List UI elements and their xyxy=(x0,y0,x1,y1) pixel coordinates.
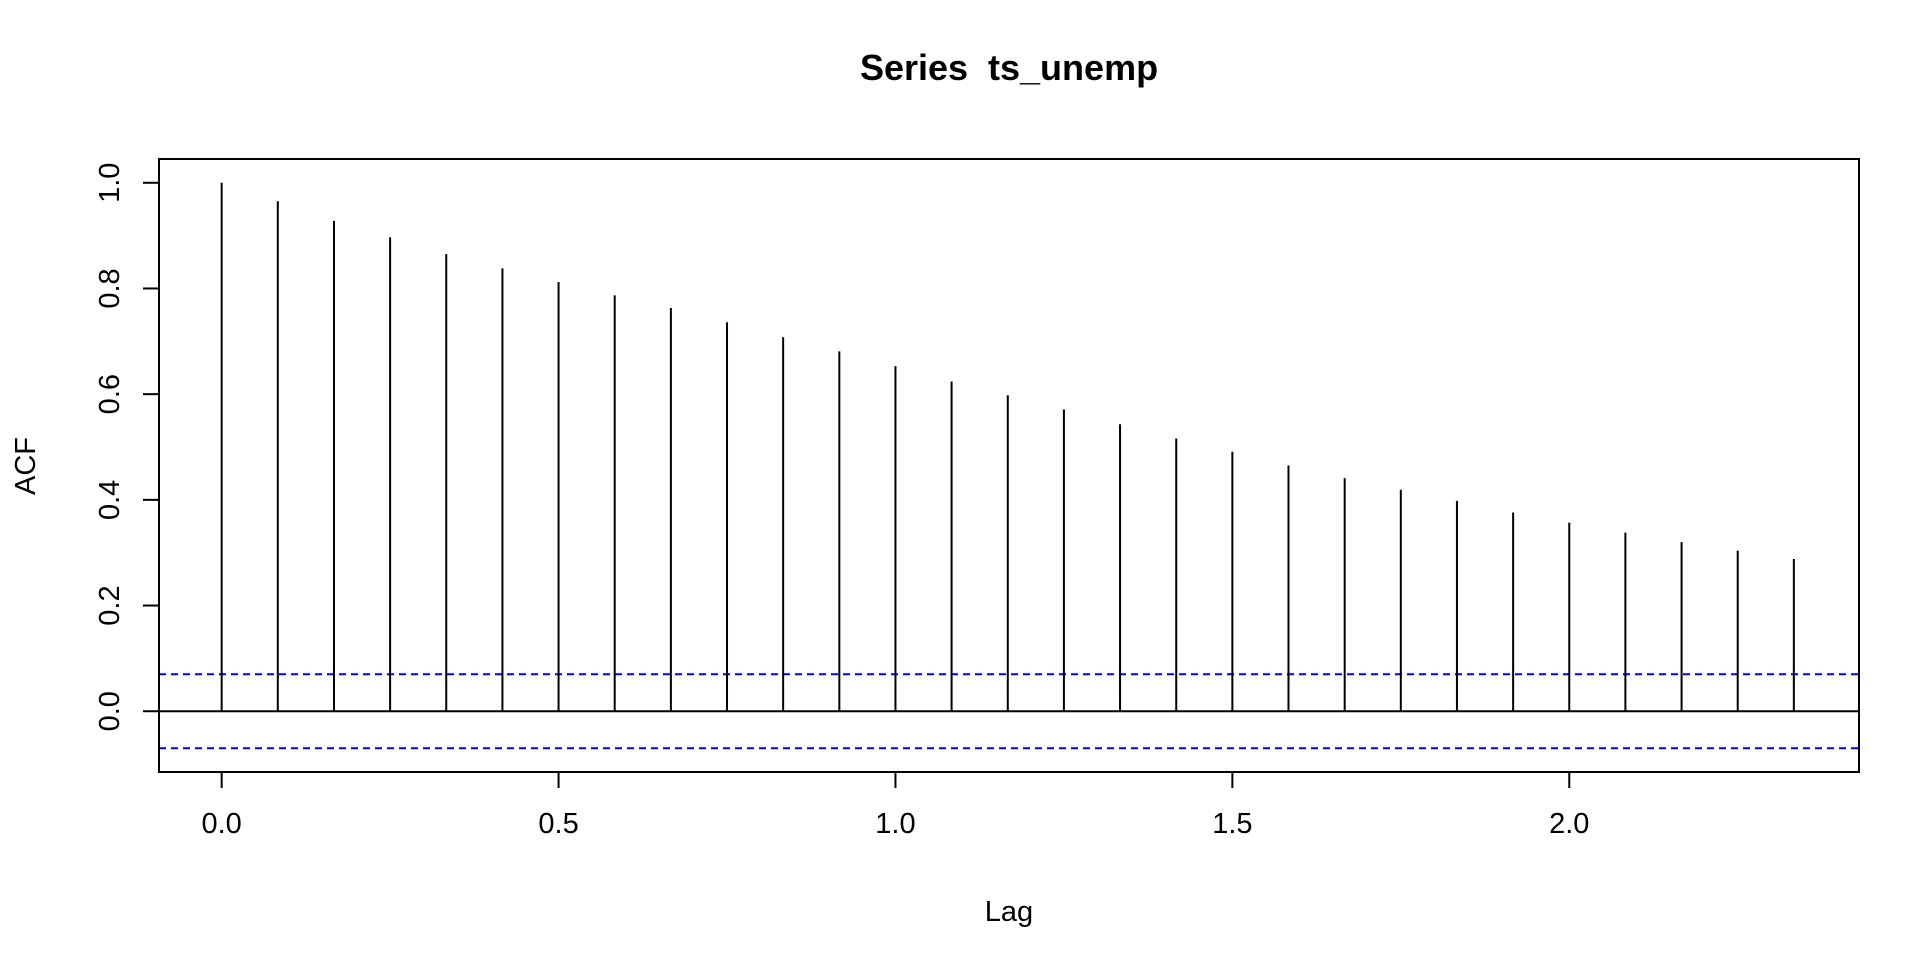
y-tick-label: 0.6 xyxy=(94,374,126,414)
y-tick-label: 0.8 xyxy=(94,268,126,308)
y-axis: 0.0 0.2 0.4 0.6 0.8 1.0 xyxy=(94,163,159,731)
x-tick-label: 1.0 xyxy=(875,808,915,840)
chart-title: Series ts_unemp xyxy=(860,47,1158,88)
y-tick-label: 0.0 xyxy=(94,691,126,731)
plot-frame xyxy=(158,158,1860,773)
plot-marks xyxy=(159,182,1859,750)
x-tick-label: 1.5 xyxy=(1212,808,1252,840)
x-axis: 0.0 0.5 1.0 1.5 2.0 xyxy=(201,772,1589,840)
y-tick-label: 0.4 xyxy=(94,480,126,520)
y-tick-label: 1.0 xyxy=(94,163,126,203)
x-tick-label: 2.0 xyxy=(1549,808,1589,840)
y-axis-label: ACF xyxy=(10,437,42,495)
x-tick-label: 0.0 xyxy=(201,808,241,840)
x-tick-label: 0.5 xyxy=(538,808,578,840)
x-axis-label: Lag xyxy=(985,896,1033,928)
y-tick-label: 0.2 xyxy=(94,585,126,625)
